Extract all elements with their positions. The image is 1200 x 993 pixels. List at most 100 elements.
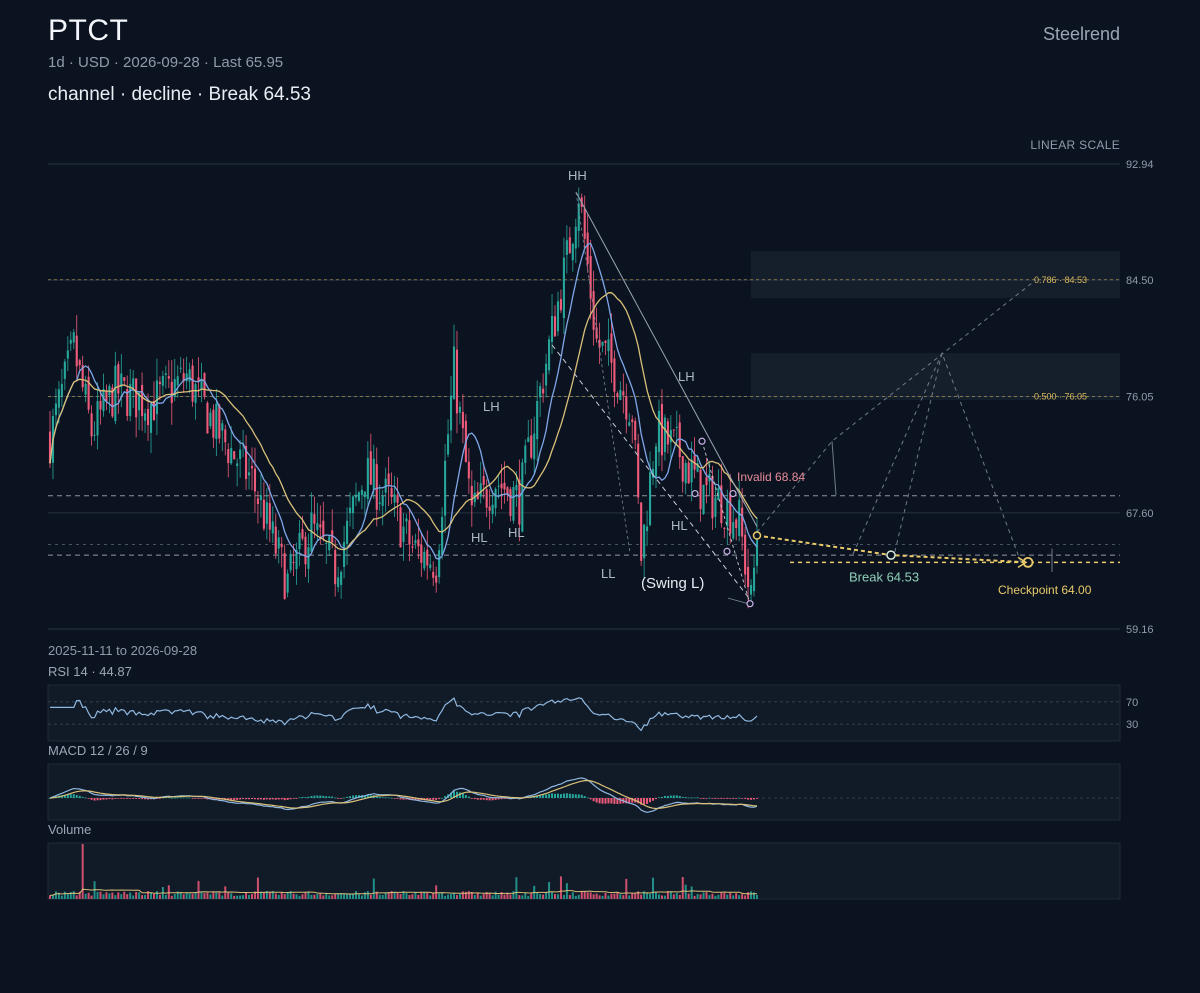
volume-bar bbox=[619, 894, 622, 899]
projection-swing-2 bbox=[892, 353, 943, 560]
volume-bar bbox=[259, 891, 262, 899]
candle-body bbox=[592, 291, 595, 330]
macd-hist-bar bbox=[753, 798, 756, 800]
volume-bar bbox=[51, 894, 54, 899]
volume-bar bbox=[684, 884, 687, 899]
inner-trendline bbox=[701, 441, 751, 604]
candle-body bbox=[259, 495, 262, 501]
swing-label: LL bbox=[601, 566, 615, 581]
macd-hist-bar bbox=[631, 798, 634, 803]
candle-body bbox=[444, 460, 447, 516]
macd-hist-bar bbox=[592, 798, 595, 802]
volume-bar bbox=[60, 895, 63, 899]
volume-bar bbox=[669, 891, 672, 899]
candle-body bbox=[408, 520, 411, 545]
volume-bar bbox=[598, 895, 601, 899]
candle-body bbox=[90, 413, 93, 437]
volume-bar bbox=[66, 893, 69, 899]
candle-body bbox=[402, 526, 405, 543]
macd-hist-bar bbox=[663, 795, 666, 798]
macd-hist-bar bbox=[123, 798, 126, 799]
macd-hist-bar bbox=[708, 797, 711, 799]
candle-body bbox=[120, 373, 123, 388]
volume-bar bbox=[429, 895, 432, 899]
candle-body bbox=[717, 488, 720, 501]
volume-bar bbox=[206, 892, 209, 899]
invalid-label: Invalid 68.84 bbox=[737, 470, 805, 484]
macd-hist-bar bbox=[402, 798, 405, 800]
macd-hist-bar bbox=[96, 798, 99, 801]
candle-body bbox=[732, 522, 735, 539]
candle-body bbox=[423, 551, 426, 569]
volume-bar bbox=[681, 877, 684, 899]
macd-hist-bar bbox=[144, 798, 147, 800]
candle-body bbox=[179, 367, 182, 369]
macd-hist-bar bbox=[559, 794, 562, 798]
macd-hist-bar bbox=[283, 798, 286, 801]
volume-bar bbox=[631, 893, 634, 899]
candle-body bbox=[628, 422, 631, 426]
volume-bar bbox=[470, 892, 473, 899]
candle-body bbox=[155, 380, 158, 415]
volume-bar bbox=[592, 894, 595, 899]
volume-ma-line bbox=[49, 888, 758, 896]
candle-body bbox=[149, 404, 153, 433]
volume-bar bbox=[182, 894, 185, 899]
volume-bar bbox=[111, 892, 114, 899]
candle-body bbox=[435, 575, 438, 583]
volume-bar bbox=[185, 892, 188, 899]
volume-bar bbox=[482, 894, 485, 899]
volume-bar bbox=[542, 894, 545, 899]
macd-hist-bar bbox=[253, 798, 256, 800]
y-tick-label: 76.05 bbox=[1126, 392, 1154, 404]
candle-body bbox=[348, 507, 352, 514]
candle-body bbox=[354, 494, 358, 498]
macd-hist-bar bbox=[75, 795, 78, 798]
volume-bar bbox=[69, 892, 72, 899]
volume-bar bbox=[396, 892, 399, 899]
macd-hist-bar bbox=[102, 798, 105, 800]
candle-body bbox=[93, 434, 96, 436]
macd-hist-bar bbox=[467, 796, 470, 798]
candle-body bbox=[387, 473, 390, 485]
chart-subtitle: 1d · USD · 2026-09-28 · Last 65.95 bbox=[48, 54, 284, 71]
candle-body bbox=[209, 412, 212, 427]
macd-hist-bar bbox=[583, 796, 586, 798]
volume-bar bbox=[286, 891, 289, 899]
volume-bar bbox=[696, 894, 699, 899]
volume-bar bbox=[467, 891, 470, 899]
macd-hist-bar bbox=[93, 798, 96, 801]
candle-body bbox=[607, 339, 610, 352]
candle-body bbox=[346, 520, 349, 544]
macd-hist-bar bbox=[429, 798, 432, 800]
macd-hist-bar bbox=[660, 796, 663, 798]
volume-bar bbox=[583, 891, 586, 899]
volume-bar bbox=[200, 892, 203, 899]
macd-hist-bar bbox=[628, 798, 631, 804]
scale-label[interactable]: LINEAR SCALE bbox=[1030, 138, 1120, 152]
candle-body bbox=[164, 373, 167, 375]
candle-body bbox=[729, 493, 732, 534]
volume-bar bbox=[280, 892, 283, 899]
macd-hist-bar bbox=[536, 795, 539, 798]
macd-hist-bar bbox=[432, 798, 435, 800]
volume-bar bbox=[203, 893, 206, 899]
candle-body bbox=[114, 365, 117, 422]
volume-bar bbox=[75, 895, 78, 899]
macd-hist-bar bbox=[735, 798, 738, 799]
volume-bar bbox=[506, 892, 509, 899]
volume-bar bbox=[435, 885, 438, 899]
volume-bar bbox=[652, 877, 655, 899]
volume-bar bbox=[655, 891, 657, 899]
macd-hist-bar bbox=[637, 798, 640, 804]
y-tick-label: 67.60 bbox=[1126, 508, 1154, 520]
macd-hist-bar bbox=[197, 798, 200, 799]
candle-body bbox=[152, 401, 156, 421]
volume-bar bbox=[450, 894, 453, 899]
swing-label: HL bbox=[471, 530, 488, 545]
candle-body bbox=[461, 411, 464, 429]
volume-bar bbox=[634, 892, 637, 899]
macd-hist-bar bbox=[242, 798, 245, 799]
candle-body bbox=[420, 544, 423, 563]
